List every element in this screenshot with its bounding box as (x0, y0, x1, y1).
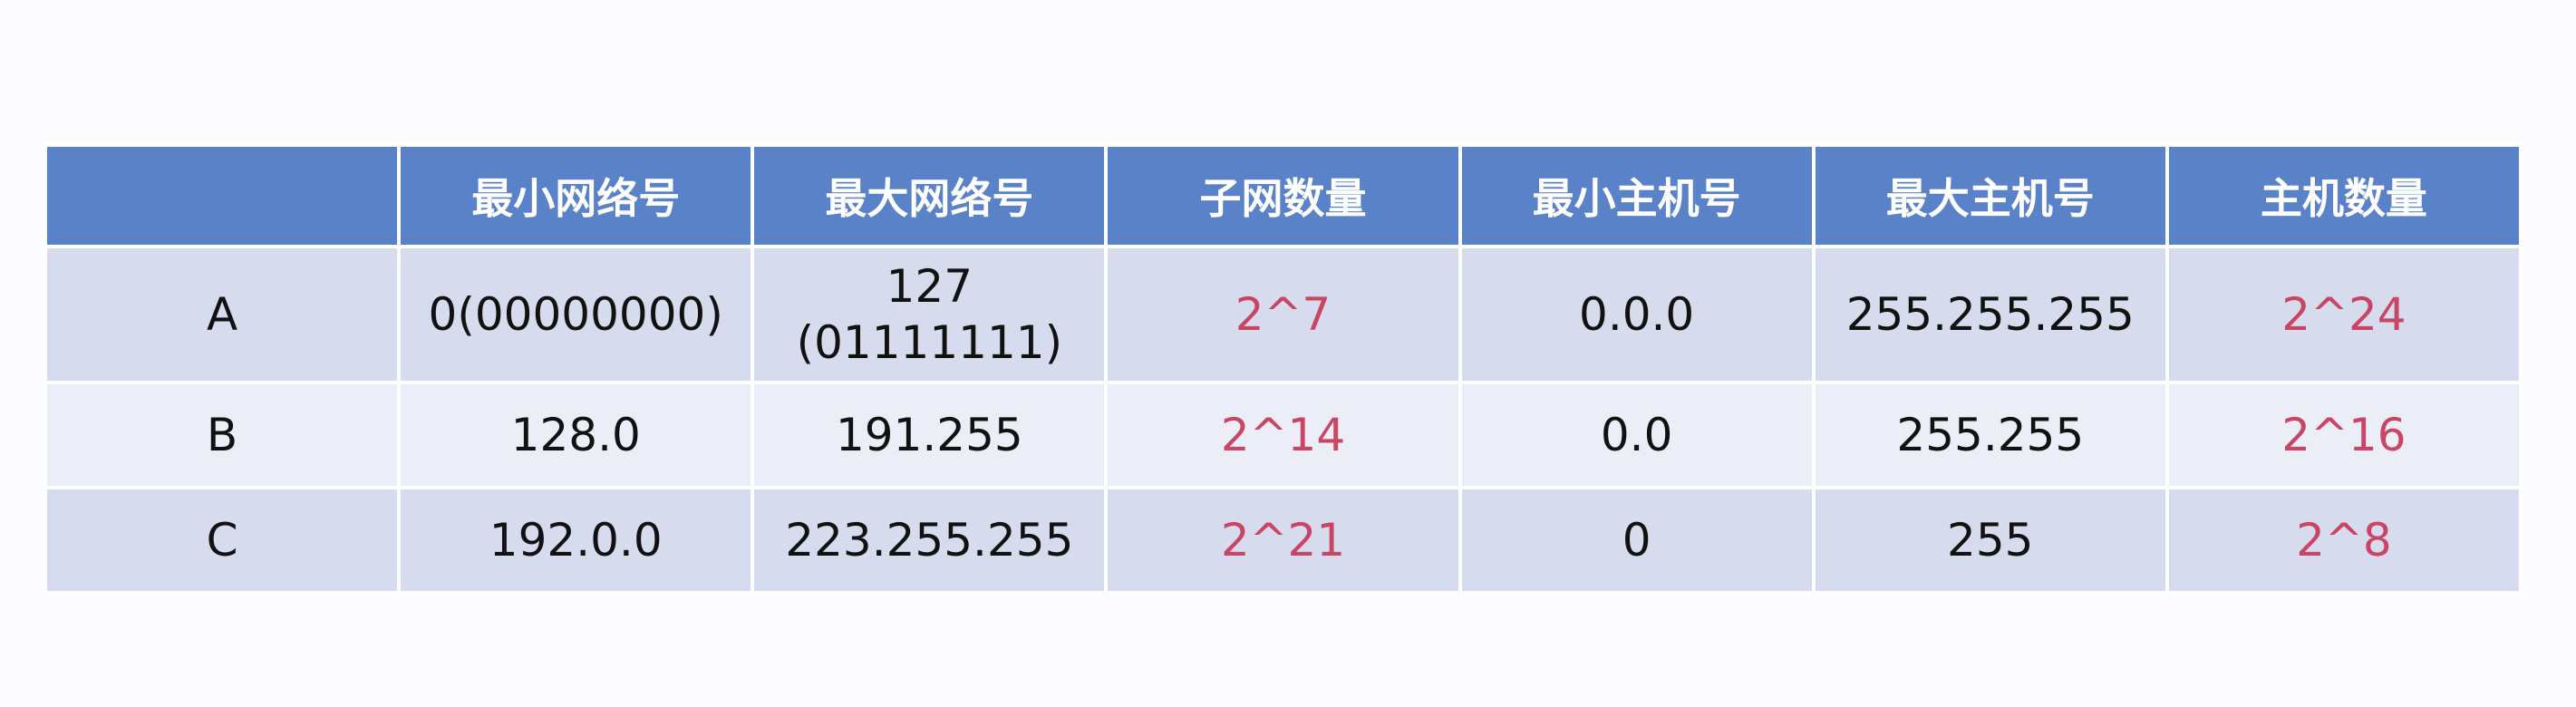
max-host-cell: 255 (1811, 486, 2169, 595)
subnet-count-cell: 2^7 (1104, 245, 1462, 384)
header-min-host: 最小主机号 (1457, 143, 1816, 248)
header-max-host: 最大主机号 (1811, 143, 2169, 248)
max-network-line-2: (01111111) (796, 316, 1063, 369)
max-network-cell: 223.255.255 (751, 486, 1109, 595)
max-host-cell: 255.255.255 (1811, 245, 2169, 384)
header-corner (43, 143, 402, 248)
header-max-network: 最大网络号 (751, 143, 1109, 248)
table-header-row: 最小网络号 最大网络号 子网数量 最小主机号 最大主机号 主机数量 (43, 143, 2523, 248)
min-network-cell: 128.0 (397, 381, 755, 489)
min-network-cell: 0(00000000) (397, 245, 755, 384)
table-row-class-c: C 192.0.0 223.255.255 2^21 0 255 2^8 (43, 486, 2523, 595)
max-network-cell: 127 (01111111) (751, 245, 1109, 384)
min-network-cell: 192.0.0 (397, 486, 755, 595)
class-label: C (43, 486, 402, 595)
host-count-cell: 2^24 (2164, 245, 2523, 384)
host-count-cell: 2^16 (2164, 381, 2523, 489)
table-row-class-b: B 128.0 191.255 2^14 0.0 255.255 2^16 (43, 381, 2523, 489)
min-host-cell: 0 (1457, 486, 1816, 595)
max-network-line-1: 127 (886, 260, 973, 313)
header-host-count: 主机数量 (2164, 143, 2523, 248)
header-min-network: 最小网络号 (397, 143, 755, 248)
min-host-cell: 0.0.0 (1457, 245, 1816, 384)
max-host-cell: 255.255 (1811, 381, 2169, 489)
max-network-cell: 191.255 (751, 381, 1109, 489)
ip-class-table-container: 最小网络号 最大网络号 子网数量 最小主机号 最大主机号 主机数量 A 0(00… (43, 143, 2523, 595)
min-host-cell: 0.0 (1457, 381, 1816, 489)
host-count-cell: 2^8 (2164, 486, 2523, 595)
subnet-count-cell: 2^14 (1104, 381, 1462, 489)
table-row-class-a: A 0(00000000) 127 (01111111) 2^7 0.0.0 2… (43, 245, 2523, 384)
class-label: A (43, 245, 402, 384)
class-label: B (43, 381, 402, 489)
header-subnet-count: 子网数量 (1104, 143, 1462, 248)
ip-class-table: 最小网络号 最大网络号 子网数量 最小主机号 最大主机号 主机数量 A 0(00… (43, 143, 2523, 595)
subnet-count-cell: 2^21 (1104, 486, 1462, 595)
